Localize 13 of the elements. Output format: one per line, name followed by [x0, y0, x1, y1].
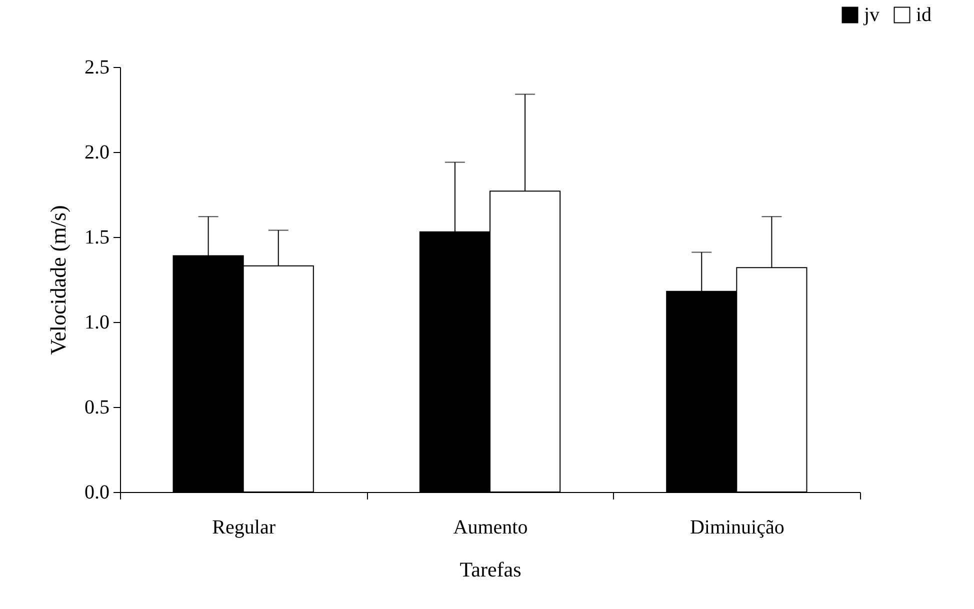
y-tick-label: 1.0: [84, 312, 110, 334]
y-tick-label: 0.5: [84, 396, 110, 418]
y-axis-title: Velocidade (m/s): [46, 205, 70, 355]
y-tick-label: 2.0: [84, 142, 110, 164]
legend-label: id: [916, 4, 932, 26]
y-tick-label: 0.0: [84, 482, 110, 504]
x-tick-label: Aumento: [453, 516, 528, 538]
y-tick-label: 2.5: [84, 56, 110, 78]
legend-label: jv: [863, 4, 880, 26]
x-tick-label: Diminuição: [690, 516, 784, 538]
x-axis-title: Tarefas: [460, 558, 522, 582]
x-tick-label: Regular: [212, 516, 276, 538]
y-tick-label: 1.5: [84, 226, 110, 248]
